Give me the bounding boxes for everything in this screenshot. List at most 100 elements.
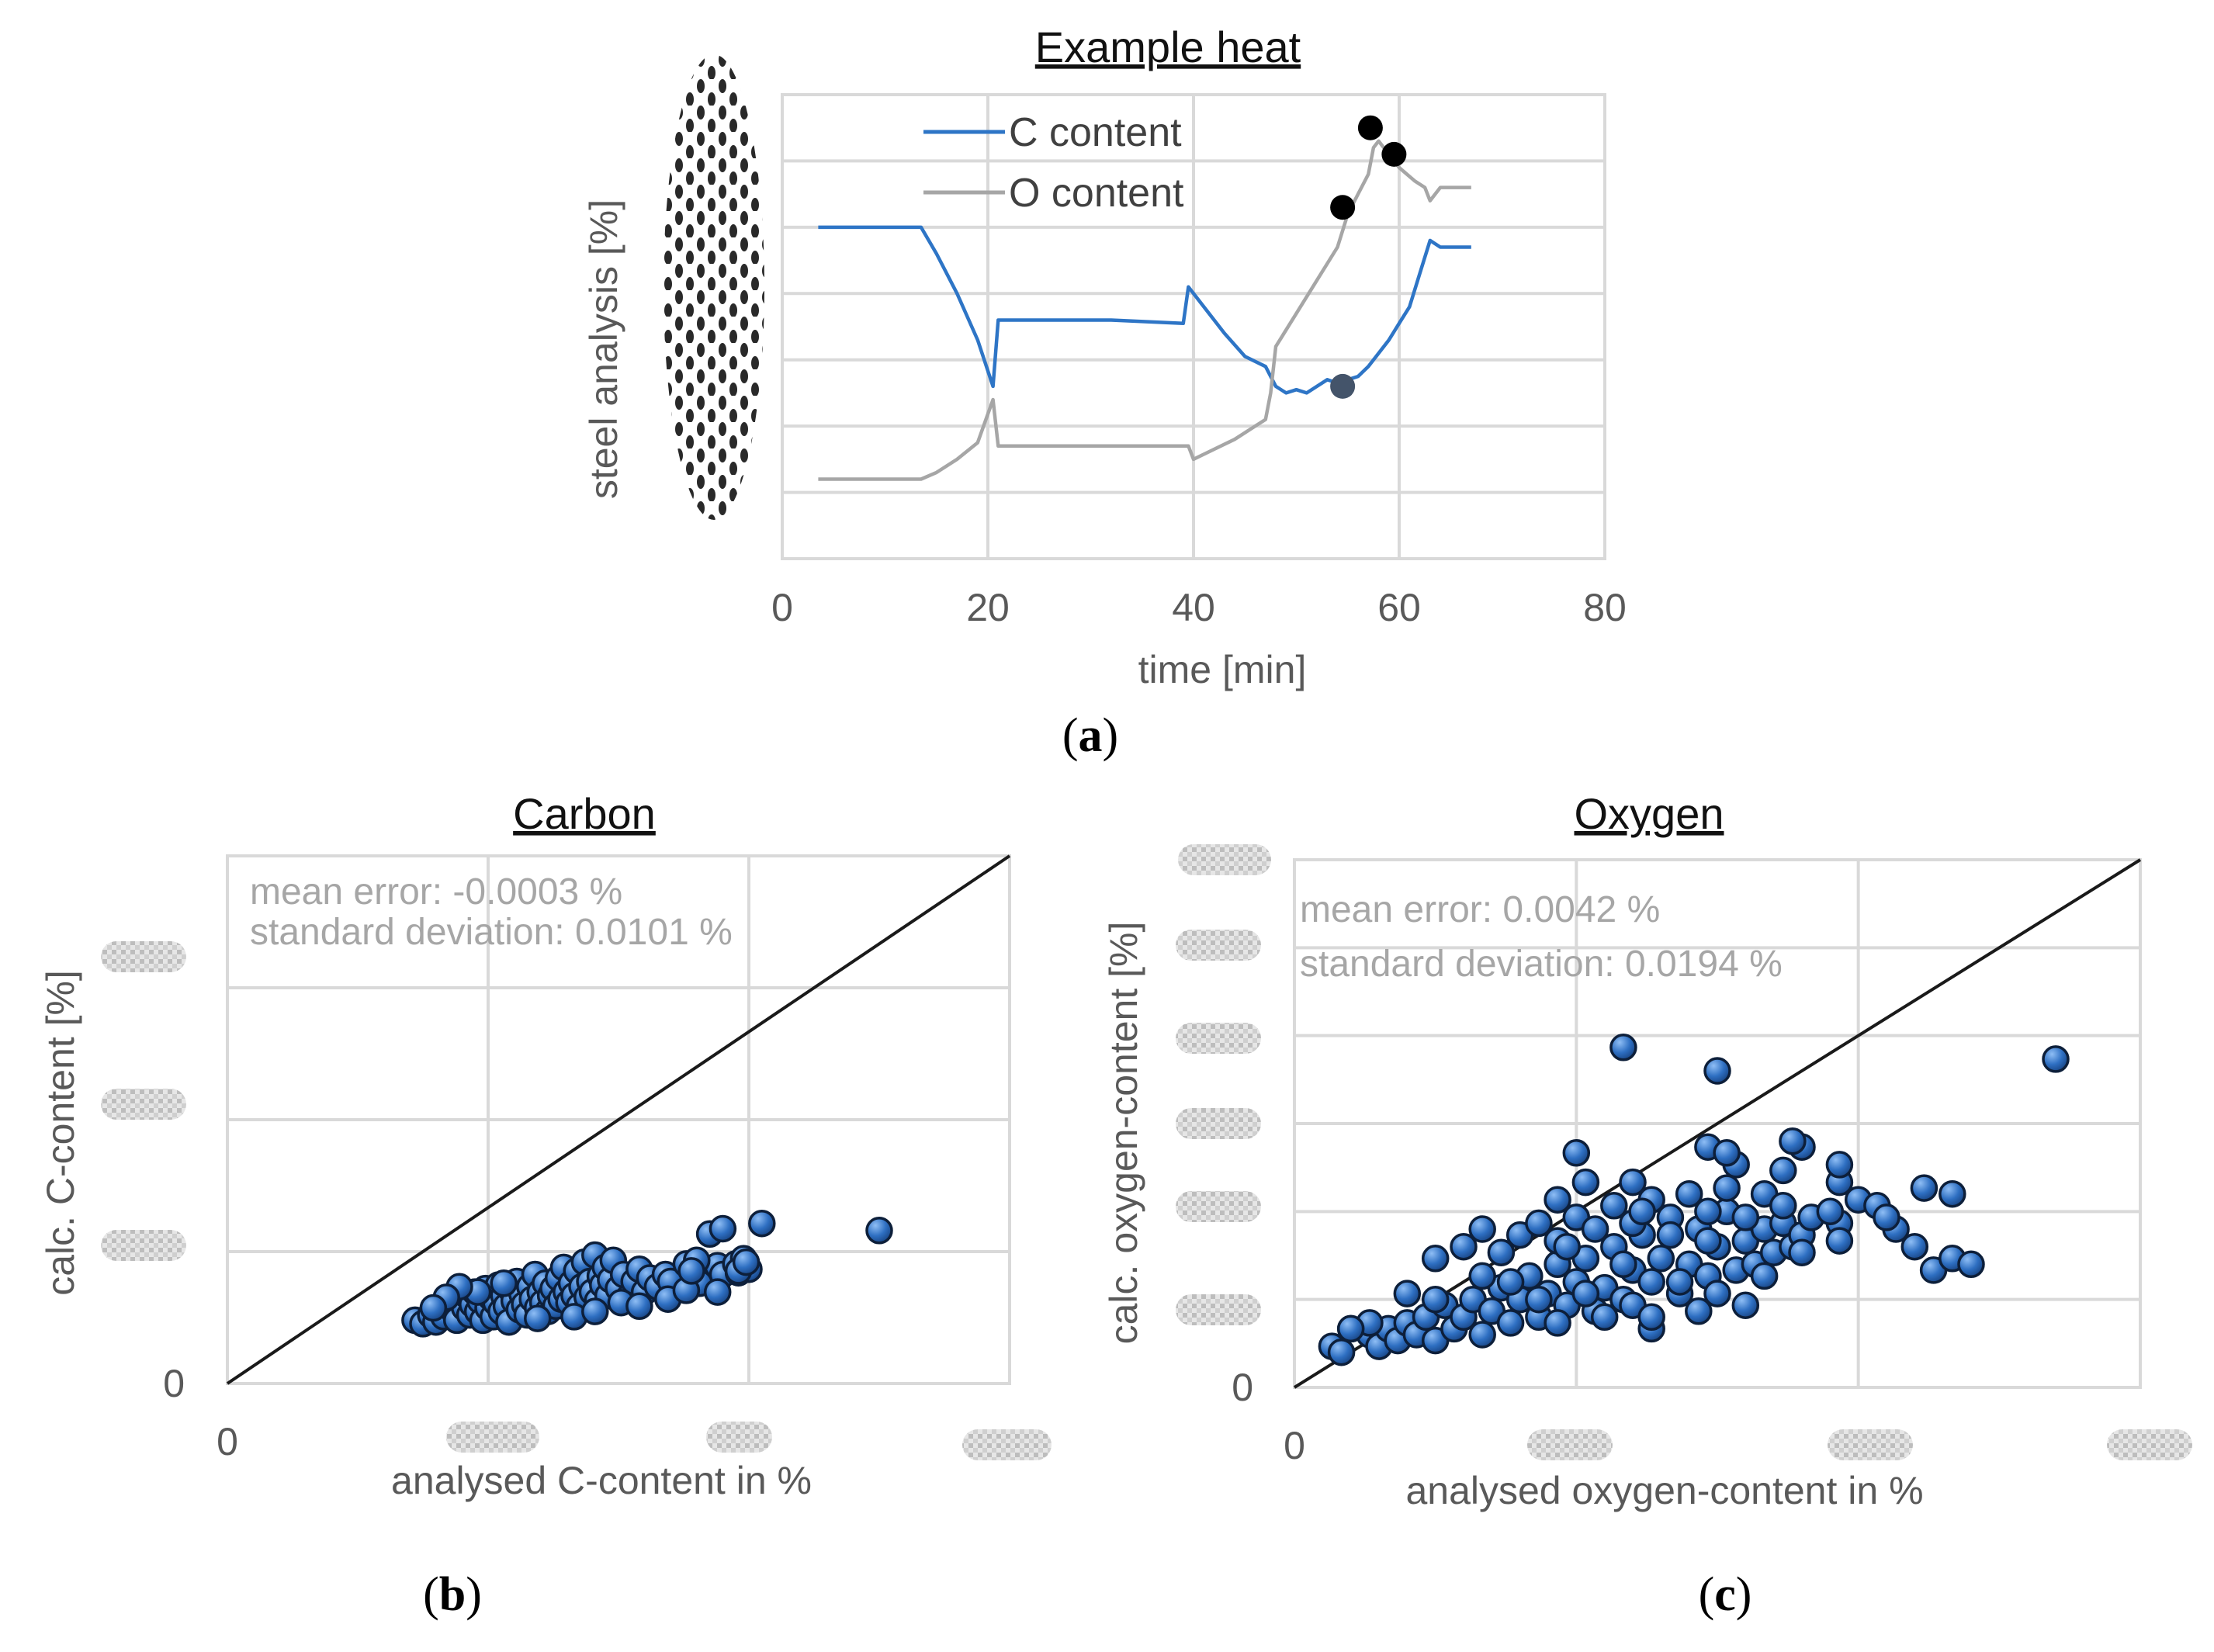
obscured-y-tick-labels-a xyxy=(664,54,764,520)
scatter-point xyxy=(1731,1291,1760,1319)
annotation-mean-error-b: mean error: -0.0003 % xyxy=(250,871,622,913)
annotation-mean-error-c: mean error: 0.0042 % xyxy=(1300,889,1660,930)
scatter-point xyxy=(1769,1156,1797,1185)
x-tick-label-a: 40 xyxy=(1172,586,1215,629)
caption-a: (a) xyxy=(1062,709,1118,762)
diagonal-line-b xyxy=(226,854,1011,1385)
scatter-point xyxy=(1900,1232,1929,1261)
x-tick-zero-c: 0 xyxy=(1284,1424,1305,1467)
x-axis-label-c: analysed oxygen-content in % xyxy=(1405,1469,1923,1512)
scatter-point xyxy=(1421,1245,1450,1273)
y-axis-label-b: calc. C-content [%] xyxy=(39,970,82,1296)
scatter-point xyxy=(581,1297,609,1325)
scatter-point xyxy=(1703,1280,1731,1307)
legend-a: C content O content xyxy=(923,110,1184,216)
scatter-point xyxy=(1769,1192,1797,1220)
series-group-a xyxy=(818,139,1471,481)
scatter-point xyxy=(1525,1209,1553,1238)
scatter-point xyxy=(1685,1297,1713,1325)
markers-group-a xyxy=(1330,115,1407,399)
chart-title-a: Example heat xyxy=(1035,23,1301,71)
scatter-point xyxy=(1731,1204,1760,1231)
scatter-point xyxy=(1393,1280,1422,1307)
scatter-point xyxy=(490,1269,518,1297)
scatter-point xyxy=(1703,1057,1731,1085)
x-axis-label-a: time [min] xyxy=(1138,648,1307,691)
scatter-point xyxy=(1468,1321,1496,1349)
scatter-point xyxy=(1336,1314,1365,1343)
obscured-tick-labels-c xyxy=(1176,844,2192,1460)
series-line-c-content xyxy=(818,225,1471,395)
scatter-point xyxy=(1647,1245,1675,1273)
panel-c-oxygen-scatter: Oxygen mean error: 0.0042 % standard dev… xyxy=(1102,789,2192,1621)
legend-label-o-content: O content xyxy=(1009,171,1184,216)
caption-c: (c) xyxy=(1699,1568,1752,1621)
annotation-std-dev-c: standard deviation: 0.0194 % xyxy=(1300,944,1783,985)
highlight-marker-a xyxy=(1381,141,1407,167)
scatter-point xyxy=(1496,1309,1525,1337)
scatter-point xyxy=(1628,1197,1656,1226)
scatter-point xyxy=(1713,1174,1741,1202)
scatter-point xyxy=(1544,1309,1571,1337)
scatter-point xyxy=(1656,1221,1685,1249)
highlight-marker-a xyxy=(1330,195,1356,220)
x-tick-labels-a: 0 20 40 60 80 xyxy=(771,586,1627,629)
scatter-point xyxy=(1675,1179,1703,1208)
scatter-point xyxy=(1571,1280,1600,1307)
scatter-point xyxy=(1553,1232,1581,1261)
scatter-point xyxy=(1873,1204,1900,1231)
scatter-point xyxy=(865,1217,893,1245)
scatter-point xyxy=(1581,1215,1609,1243)
identity-line xyxy=(226,854,1011,1385)
scatter-point xyxy=(625,1292,653,1321)
highlight-marker-a xyxy=(1330,373,1356,399)
caption-b: (b) xyxy=(423,1568,482,1621)
scatter-point xyxy=(1910,1174,1939,1202)
scatter-point xyxy=(1619,1168,1647,1197)
scatter-point xyxy=(1637,1268,1665,1296)
obscured-tick-labels-b xyxy=(101,941,1052,1460)
scatter-point xyxy=(1421,1285,1450,1314)
annotation-std-dev-b: standard deviation: 0.0101 % xyxy=(250,912,733,953)
gridlines-a xyxy=(782,95,1605,559)
highlight-marker-a xyxy=(1357,115,1383,140)
scatter-point xyxy=(1825,1227,1854,1255)
scatter-point xyxy=(1496,1268,1525,1296)
scatter-point xyxy=(1609,1250,1637,1279)
scatter-point xyxy=(1665,1268,1694,1296)
scatter-point xyxy=(1637,1303,1665,1332)
scatter-point xyxy=(1544,1186,1571,1214)
scatter-point xyxy=(1713,1139,1741,1167)
panel-b-carbon-scatter: Carbon mean error: -0.0003 % standard de… xyxy=(39,789,1052,1621)
scatter-point xyxy=(524,1304,552,1332)
scatter-point xyxy=(1779,1127,1807,1155)
scatter-point xyxy=(732,1248,761,1276)
scatter-point xyxy=(1487,1238,1516,1266)
scatter-point xyxy=(1600,1192,1628,1220)
scatter-point xyxy=(1788,1238,1816,1266)
scatter-point xyxy=(703,1278,732,1306)
x-tick-label-a: 60 xyxy=(1377,586,1421,629)
scatter-point xyxy=(1939,1179,1966,1208)
x-tick-label-a: 20 xyxy=(966,586,1010,629)
x-axis-label-b: analysed C-content in % xyxy=(391,1459,812,1502)
scatter-point xyxy=(1562,1139,1591,1167)
scatter-point xyxy=(2042,1045,2070,1073)
scatter-point xyxy=(677,1257,705,1285)
scatter-point xyxy=(1590,1303,1619,1332)
scatter-point xyxy=(1450,1232,1478,1261)
scatter-point xyxy=(1694,1227,1722,1255)
points-group-c xyxy=(1318,1034,2070,1366)
scatter-point xyxy=(1571,1168,1600,1197)
scatter-point xyxy=(1468,1262,1496,1290)
scatter-point xyxy=(1327,1338,1356,1366)
y-tick-zero-c: 0 xyxy=(1232,1366,1253,1409)
scatter-point xyxy=(1825,1151,1854,1179)
scatter-point xyxy=(1609,1034,1637,1062)
points-group-b xyxy=(401,1209,893,1338)
x-tick-label-a: 0 xyxy=(771,586,793,629)
y-axis-label-a: steel analysis [%] xyxy=(582,199,625,499)
chart-title-c: Oxygen xyxy=(1575,789,1724,838)
chart-title-b: Carbon xyxy=(513,789,656,838)
